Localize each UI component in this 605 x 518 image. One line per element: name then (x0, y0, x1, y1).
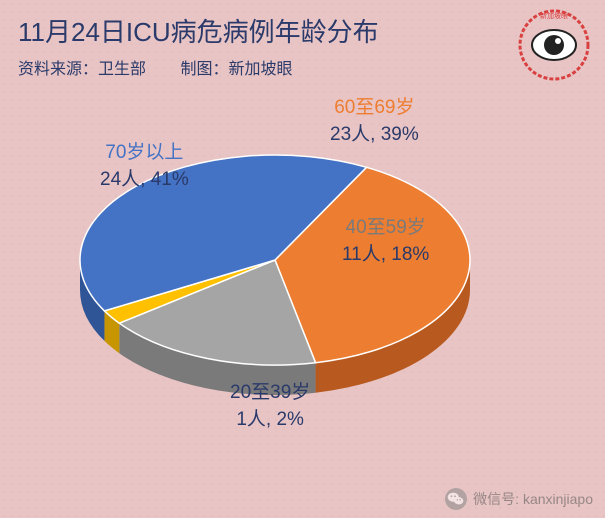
slice-label: 70岁以上24人, 41% (100, 140, 189, 193)
slice-label: 40至59岁11人, 18% (342, 215, 429, 268)
wechat-bar: 微信号: kanxinjiapo (445, 488, 593, 510)
chart-subtitle: 资料来源：卫生部 制图：新加坡眼 (18, 55, 587, 79)
slice-value: 11人, 18% (342, 242, 429, 269)
slice-category: 40至59岁 (342, 215, 429, 242)
brand-logo: 新加坡眼 (517, 8, 591, 82)
logo-text: 新加坡眼 (540, 11, 568, 20)
chart-title: 11月24日ICU病危病例年龄分布 (18, 12, 587, 49)
slice-value: 1人, 2% (230, 407, 310, 434)
source-label: 资料来源：卫生部 (18, 61, 146, 78)
wechat-id: 微信号: kanxinjiapo (473, 489, 593, 509)
slice-value: 23人, 39% (330, 122, 419, 149)
slice-category: 20至39岁 (230, 380, 310, 407)
slice-label: 60至69岁23人, 39% (330, 95, 419, 148)
chart-container: 11月24日ICU病危病例年龄分布 资料来源：卫生部 制图：新加坡眼 新加坡眼 … (0, 0, 605, 518)
slice-label: 20至39岁1人, 2% (230, 380, 310, 433)
slice-value: 24人, 41% (100, 167, 189, 194)
credit-label: 制图：新加坡眼 (180, 61, 292, 78)
slice-category: 70岁以上 (100, 140, 189, 167)
wechat-icon (445, 488, 467, 510)
pie-chart: 60至69岁23人, 39% 40至59岁11人, 18% 20至39岁1人, 2%… (0, 85, 605, 465)
slice-category: 60至69岁 (330, 95, 419, 122)
